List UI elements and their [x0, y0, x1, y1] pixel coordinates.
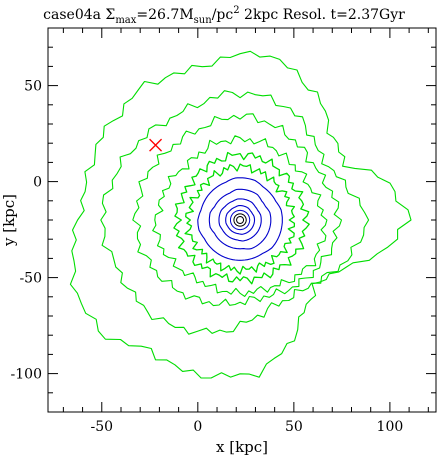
contour-blue-1	[197, 177, 283, 261]
y-axis-label: y [kpc]	[0, 194, 18, 247]
y-tick-label: -100	[11, 367, 42, 383]
contour-green-6	[184, 163, 296, 275]
contour-blue-5	[230, 209, 251, 231]
title-mid1: =26.7M	[136, 7, 193, 23]
contour-green-4	[152, 135, 328, 297]
contour-core-2	[236, 216, 244, 224]
contour-blue-2	[208, 188, 272, 250]
x-tick-label: 50	[285, 419, 303, 435]
x-tick-label: -50	[91, 419, 114, 435]
x-tick-label: 100	[377, 419, 404, 435]
chart-title: case04a Σmax=26.7Msun/pc2 2kpc Resol. t=…	[43, 5, 405, 26]
plot-frame	[47, 27, 437, 413]
contour-core-1	[233, 213, 247, 227]
x-axis-label: x [kpc]	[216, 438, 268, 456]
title-mid2: /pc	[212, 7, 234, 23]
contour-green-2	[100, 90, 370, 335]
y-tick-label: 50	[24, 79, 42, 95]
x-tick-label: 0	[193, 419, 202, 435]
title-sub-max: max	[115, 15, 136, 26]
tick-group	[48, 27, 436, 413]
y-tick-label: 0	[33, 175, 42, 191]
title-sup: 2	[233, 5, 239, 16]
y-tick-label: -50	[19, 271, 42, 287]
title-suffix: 2kpc Resol. t=2.37Gyr	[240, 7, 406, 23]
contour-group	[69, 50, 412, 379]
title-sub-sun: sun	[194, 15, 213, 26]
contour-blue-3	[218, 198, 262, 242]
marker-cross	[149, 138, 163, 152]
tick-label-group: -50 0 50 100 -100 -50 0 50	[11, 79, 404, 435]
contour-green-3	[132, 113, 343, 307]
contour-blue-4	[225, 205, 256, 235]
title-prefix: case04a Σ	[43, 7, 115, 23]
contour-green-5	[173, 151, 310, 285]
contour-green-1	[69, 50, 412, 379]
marker-group	[149, 138, 163, 152]
